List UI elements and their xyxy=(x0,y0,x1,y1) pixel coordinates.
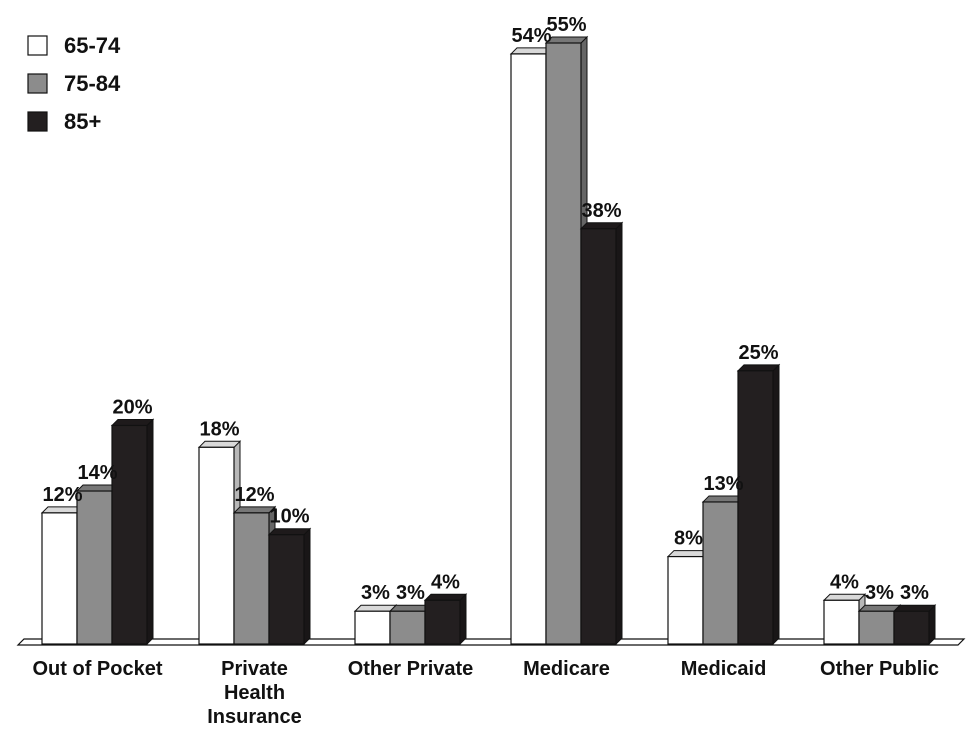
bar-75-84-other-public xyxy=(857,604,902,646)
bar-front xyxy=(667,555,704,645)
bar-top xyxy=(579,222,624,230)
data-label-65-74-other-private: 3% xyxy=(361,582,390,604)
bar-side xyxy=(615,221,623,646)
bar-front xyxy=(823,599,860,645)
category-label-line: Other Private xyxy=(348,658,474,680)
chart-floor xyxy=(16,638,966,646)
legend-item-85: 85+ xyxy=(27,109,101,134)
data-label-85-other-private: 4% xyxy=(431,571,460,593)
bar-front xyxy=(702,501,739,645)
legend-swatch xyxy=(27,35,48,56)
bar-85-out-of-pocket xyxy=(110,418,155,646)
bar-top xyxy=(822,593,867,601)
data-label-65-74-other-public: 4% xyxy=(830,571,859,593)
bar-front xyxy=(233,512,270,645)
bar-side xyxy=(772,363,780,646)
bar-top xyxy=(892,604,937,612)
bar-front xyxy=(580,228,617,645)
bar-top xyxy=(110,418,155,426)
category-label-line: Private xyxy=(221,658,288,680)
category-label-line: Insurance xyxy=(207,706,301,728)
category-label-line: Other Public xyxy=(820,658,939,680)
data-label-85-other-public: 3% xyxy=(900,582,929,604)
category-label-line: Medicare xyxy=(523,658,610,680)
legend-label: 85+ xyxy=(64,109,101,134)
bar-front xyxy=(76,490,113,645)
data-label-85-out-of-pocket: 20% xyxy=(112,396,152,418)
bar-top xyxy=(197,440,242,448)
category-labels-group: Out of Pocket Private Health Insurance Other… xyxy=(32,658,938,728)
bar-top xyxy=(353,604,398,612)
bar-top xyxy=(857,604,902,612)
category-label-line: Medicaid xyxy=(681,658,767,680)
legend-item-65-74: 65-74 xyxy=(27,33,121,58)
bar-top xyxy=(544,36,589,44)
category-label-out-of-pocket: Out of Pocket xyxy=(32,658,162,680)
bar-front xyxy=(424,599,461,645)
bar-front xyxy=(354,610,391,645)
legend-swatch xyxy=(27,111,48,132)
legend-label: 65-74 xyxy=(64,33,121,58)
bar-front xyxy=(198,446,235,645)
bar-front xyxy=(389,610,426,645)
bar-front xyxy=(510,53,547,645)
bar-side xyxy=(146,418,154,646)
legend-swatch xyxy=(27,73,48,94)
data-label-75-84-other-private: 3% xyxy=(396,582,425,604)
bar-top xyxy=(736,364,781,372)
bar-front xyxy=(545,42,582,645)
bar-85-medicaid xyxy=(736,363,781,646)
category-label-line: Health xyxy=(224,682,285,704)
category-label-medicaid: Medicaid xyxy=(681,658,767,680)
category-label-medicare: Medicare xyxy=(523,658,610,680)
bar-front xyxy=(893,610,930,645)
bar-85-other-public xyxy=(892,604,937,646)
category-label-other-public: Other Public xyxy=(820,658,939,680)
data-label-75-84-medicaid: 13% xyxy=(703,473,743,495)
data-label-65-74-private-health-insurance: 18% xyxy=(199,418,239,440)
floor-plane xyxy=(16,638,966,646)
legend-label: 75-84 xyxy=(64,71,121,96)
category-label-other-private: Other Private xyxy=(348,658,474,680)
bar-85-medicare xyxy=(579,221,624,646)
data-label-75-84-out-of-pocket: 14% xyxy=(77,462,117,484)
bars-group xyxy=(40,35,937,646)
data-label-65-74-medicaid: 8% xyxy=(674,528,703,550)
data-label-75-84-private-health-insurance: 12% xyxy=(234,484,274,506)
bar-85-other-private xyxy=(423,593,468,646)
data-labels-group: 12%18%3%54%8%4%14%12%3%55%13%3%20%10%4%3… xyxy=(42,14,929,604)
legend-item-75-84: 75-84 xyxy=(27,71,121,96)
bar-front xyxy=(737,370,774,645)
bar-front xyxy=(41,512,78,645)
bar-front xyxy=(858,610,895,645)
data-label-85-medicaid: 25% xyxy=(738,342,778,364)
data-label-85-medicare: 38% xyxy=(581,200,621,222)
legend: 65-74 75-84 85+ xyxy=(27,33,121,134)
bar-front xyxy=(268,534,305,645)
bar-side xyxy=(928,604,936,646)
bar-side xyxy=(459,593,467,646)
bar-top xyxy=(423,593,468,601)
bar-side xyxy=(303,527,311,646)
data-label-65-74-out-of-pocket: 12% xyxy=(42,484,82,506)
data-label-65-74-medicare: 54% xyxy=(511,25,551,47)
category-label-private-health-insurance: Private Health Insurance xyxy=(207,658,301,728)
category-label-line: Out of Pocket xyxy=(32,658,162,680)
bar-top xyxy=(267,528,312,536)
data-label-85-private-health-insurance: 10% xyxy=(269,506,309,528)
data-label-75-84-other-public: 3% xyxy=(865,582,894,604)
data-label-75-84-medicare: 55% xyxy=(546,14,586,36)
bar-85-private-health-insurance xyxy=(267,527,312,646)
bar-front xyxy=(111,424,148,645)
